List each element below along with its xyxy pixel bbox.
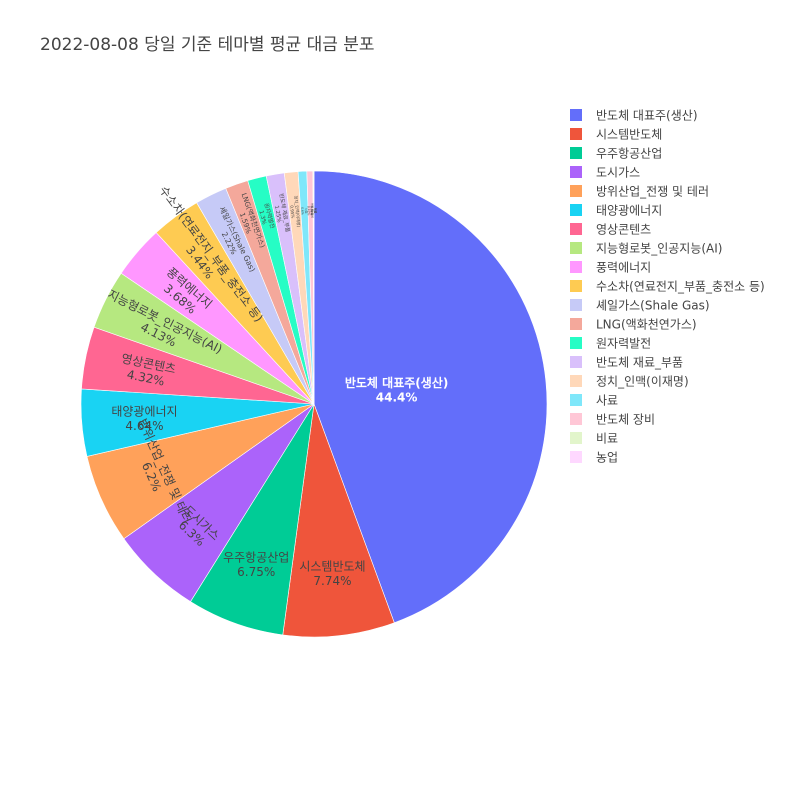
legend-swatch-16[interactable]: [570, 394, 582, 406]
slice-6-percent: 4.64%: [125, 419, 163, 433]
slice-14-percent: 1.25%: [273, 205, 282, 223]
legend-label-11[interactable]: 셰일가스(Shale Gas): [596, 299, 710, 313]
slice-17-label: 반도체 장비: [310, 203, 315, 218]
slice-2-percent: 7.74%: [313, 574, 351, 588]
legend-label-4[interactable]: 도시가스: [596, 166, 640, 180]
slice-16-label: 사료: [304, 208, 309, 214]
legend-swatch-1[interactable]: [570, 109, 582, 121]
legend-swatch-9[interactable]: [570, 261, 582, 273]
slice-19-label-group: 농업0.01%: [310, 206, 319, 216]
legend-swatch-17[interactable]: [570, 413, 582, 425]
legend-label-6[interactable]: 태양광에너지: [596, 204, 662, 218]
legend-swatch-6[interactable]: [570, 204, 582, 216]
chart-title: 2022-08-08 당일 기준 테마별 평균 대금 분포: [40, 35, 375, 55]
legend-label-2[interactable]: 시스템반도체: [596, 128, 662, 142]
slice-3-percent: 6.75%: [237, 565, 275, 579]
legend-swatch-15[interactable]: [570, 375, 582, 387]
slice-1[interactable]: [313, 170, 548, 624]
slice-18-percent: 0.06%: [309, 206, 313, 216]
legend-label-7[interactable]: 영상콘텐츠: [596, 223, 651, 237]
slice-17-percent: 0.42%: [307, 206, 311, 216]
slice-15-label: 정치_인맥(이재명): [293, 195, 302, 227]
slice-2-label: 시스템반도체: [299, 560, 365, 574]
slice-13-percent: 1.3%: [257, 210, 266, 226]
slice-17-label-group: 반도체 장비0.42%: [307, 203, 316, 218]
slice-1-label-group: 반도체 대표주(생산)44.4%: [345, 375, 448, 404]
legend-swatch-13[interactable]: [570, 337, 582, 349]
legend-label-3[interactable]: 우주항공산업: [596, 147, 662, 161]
slice-19-percent: 0.01%: [310, 206, 314, 216]
slice-15-label-group: 정치_인맥(이재명)0.95%: [289, 195, 302, 227]
slice-15-percent: 0.95%: [289, 205, 295, 219]
legend-swatch-5[interactable]: [570, 185, 582, 197]
legend-swatch-11[interactable]: [570, 299, 582, 311]
legend-swatch-8[interactable]: [570, 242, 582, 254]
legend-label-15[interactable]: 정치_인맥(이재명): [596, 375, 689, 389]
slice-18-label: 비료: [313, 208, 318, 214]
legend-label-1[interactable]: 반도체 대표주(생산): [596, 109, 698, 123]
slice-18-label-group: 비료0.06%: [309, 206, 318, 216]
legend-swatch-10[interactable]: [570, 280, 582, 292]
legend-label-18[interactable]: 비료: [596, 432, 618, 446]
legend-swatch-4[interactable]: [570, 166, 582, 178]
slice-19-label: 농업: [314, 208, 319, 214]
legend-label-5[interactable]: 방위산업_전쟁 및 테러: [596, 185, 709, 199]
slice-16-percent: 0.6%: [300, 207, 304, 215]
legend-label-10[interactable]: 수소차(연료전지_부품_충전소 등): [596, 280, 765, 294]
slice-1-percent: 44.4%: [376, 390, 418, 404]
legend-label-19[interactable]: 농업: [596, 451, 618, 465]
legend-label-13[interactable]: 원자력발전: [596, 337, 651, 351]
legend-swatch-18[interactable]: [570, 432, 582, 444]
legend-swatch-7[interactable]: [570, 223, 582, 235]
legend-label-17[interactable]: 반도체 장비: [596, 413, 655, 427]
slice-6-label: 태양광에너지: [111, 404, 177, 418]
legend-label-8[interactable]: 지능형로봇_인공지능(AI): [596, 242, 722, 256]
legend-label-12[interactable]: LNG(액화천연가스): [596, 317, 697, 332]
slice-16-label-group: 사료0.6%: [300, 207, 309, 215]
legend-label-9[interactable]: 풍력에너지: [596, 261, 651, 275]
legend-swatch-12[interactable]: [570, 318, 582, 330]
legend-swatch-3[interactable]: [570, 147, 582, 159]
pie-slices: [80, 170, 548, 638]
legend-swatch-19[interactable]: [570, 451, 582, 463]
legend-swatch-14[interactable]: [570, 356, 582, 368]
slice-3-label: 우주항공산업: [223, 551, 289, 565]
legend-swatch-2[interactable]: [570, 128, 582, 140]
slice-1-label: 반도체 대표주(생산): [345, 375, 448, 390]
legend-label-16[interactable]: 사료: [596, 394, 618, 408]
slice-2[interactable]: [282, 403, 395, 638]
legend-label-14[interactable]: 반도체 재료_부품: [596, 356, 683, 370]
